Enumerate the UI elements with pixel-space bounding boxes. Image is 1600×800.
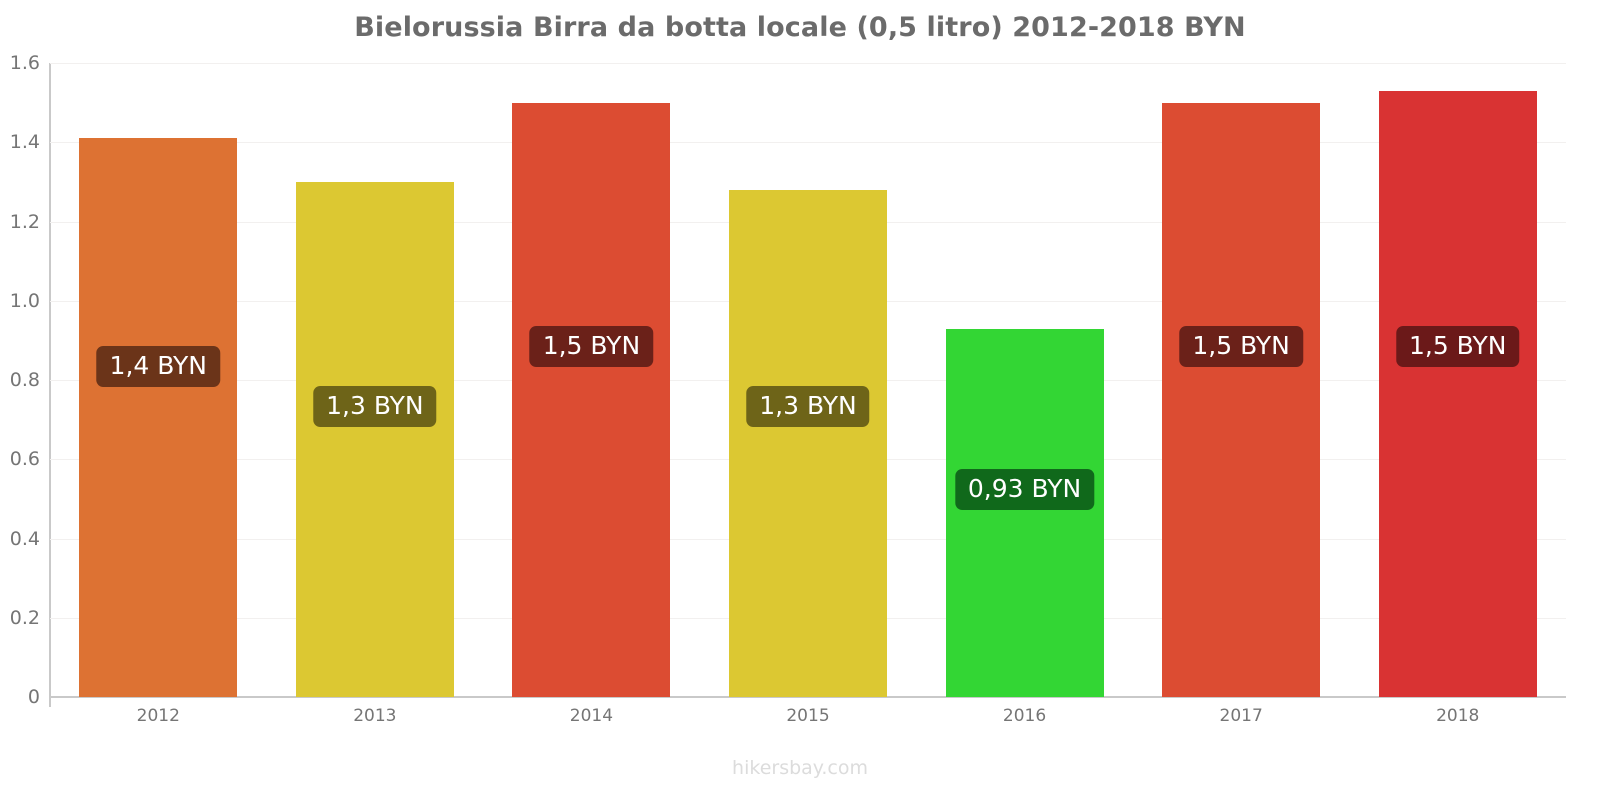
gridline	[50, 142, 1566, 144]
bar[interactable]	[295, 181, 454, 697]
y-tick-label: 1.6	[9, 52, 40, 74]
y-axis-line	[49, 63, 51, 707]
y-tick-label: 1.0	[9, 289, 40, 312]
source-watermark: hikersbay.com	[732, 757, 868, 779]
bar[interactable]	[1378, 90, 1537, 697]
bar-value-label: 1,3 BYN	[746, 385, 870, 427]
bar[interactable]	[79, 138, 238, 697]
bar[interactable]	[512, 102, 671, 697]
y-tick-label: 0.8	[9, 369, 40, 391]
y-tick-label: 0	[27, 686, 40, 708]
x-tick-label: 2018	[1436, 706, 1480, 726]
bar-value-label: 1,5 BYN	[529, 326, 654, 368]
plot-area: 1,4 BYN 1,3 BYN 1,5 BYN 1,3 BYN 0,93 BYN 1,5 …	[50, 63, 1566, 697]
y-tick-label: 0.4	[9, 527, 40, 550]
x-tick-label: 2014	[569, 706, 614, 726]
x-tick-label: 2016	[1002, 706, 1047, 726]
y-tick-label: 0.2	[9, 606, 40, 629]
x-tick-label: 2015	[786, 706, 830, 726]
y-tick-label: 0.6	[9, 448, 40, 471]
x-axis-line	[50, 696, 1566, 698]
x-tick-label: 2012	[136, 706, 180, 726]
bar-value-label: 1,4 BYN	[96, 346, 221, 388]
bar[interactable]	[1162, 102, 1321, 697]
bar[interactable]	[728, 189, 888, 697]
bar-value-label: 1,3 BYN	[313, 385, 437, 427]
y-tick-label: 1.4	[9, 131, 40, 154]
bar-value-label: 0,93 BYN	[954, 468, 1095, 510]
gridline	[50, 63, 1566, 64]
bar[interactable]	[945, 328, 1104, 697]
chart-title: Bielorussia Birra da botta locale (0,5 l…	[354, 12, 1246, 43]
bar-value-label: 1,5 BYN	[1179, 326, 1303, 368]
bar-value-label: 1,5 BYN	[1395, 326, 1520, 368]
x-tick-label: 2013	[353, 706, 397, 726]
x-tick-label: 2017	[1219, 706, 1263, 726]
y-tick-label: 1.2	[9, 210, 40, 233]
